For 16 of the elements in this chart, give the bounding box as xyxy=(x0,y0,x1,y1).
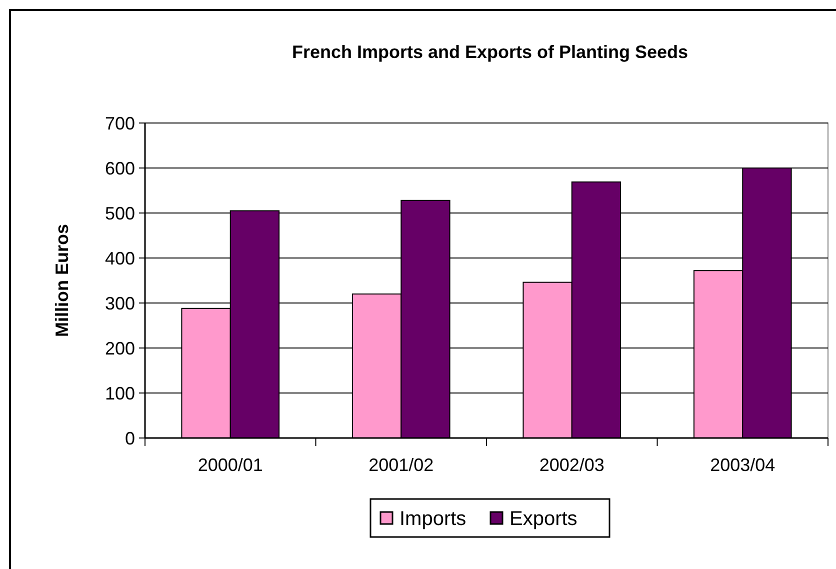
x-tick-label: 2002/03 xyxy=(539,455,604,475)
y-tick-label: 600 xyxy=(104,158,135,178)
chart-title: French Imports and Exports of Planting Seeds xyxy=(292,42,688,62)
y-tick-label: 100 xyxy=(104,383,135,404)
y-tick-label: 200 xyxy=(104,338,135,358)
legend-label: Imports xyxy=(400,508,466,530)
y-tick-label: 700 xyxy=(104,113,135,134)
y-tick-label: 300 xyxy=(104,293,135,314)
x-tick-label: 2003/04 xyxy=(710,455,776,475)
y-axis-title: Million Euros xyxy=(52,224,72,338)
legend-label: Exports xyxy=(510,508,578,530)
x-tick-label: 2000/01 xyxy=(198,455,263,475)
y-tick-label: 400 xyxy=(104,248,135,268)
x-tick-label: 2001/02 xyxy=(368,455,434,475)
y-tick-label: 500 xyxy=(104,203,135,224)
y-tick-label: 0 xyxy=(124,428,135,448)
